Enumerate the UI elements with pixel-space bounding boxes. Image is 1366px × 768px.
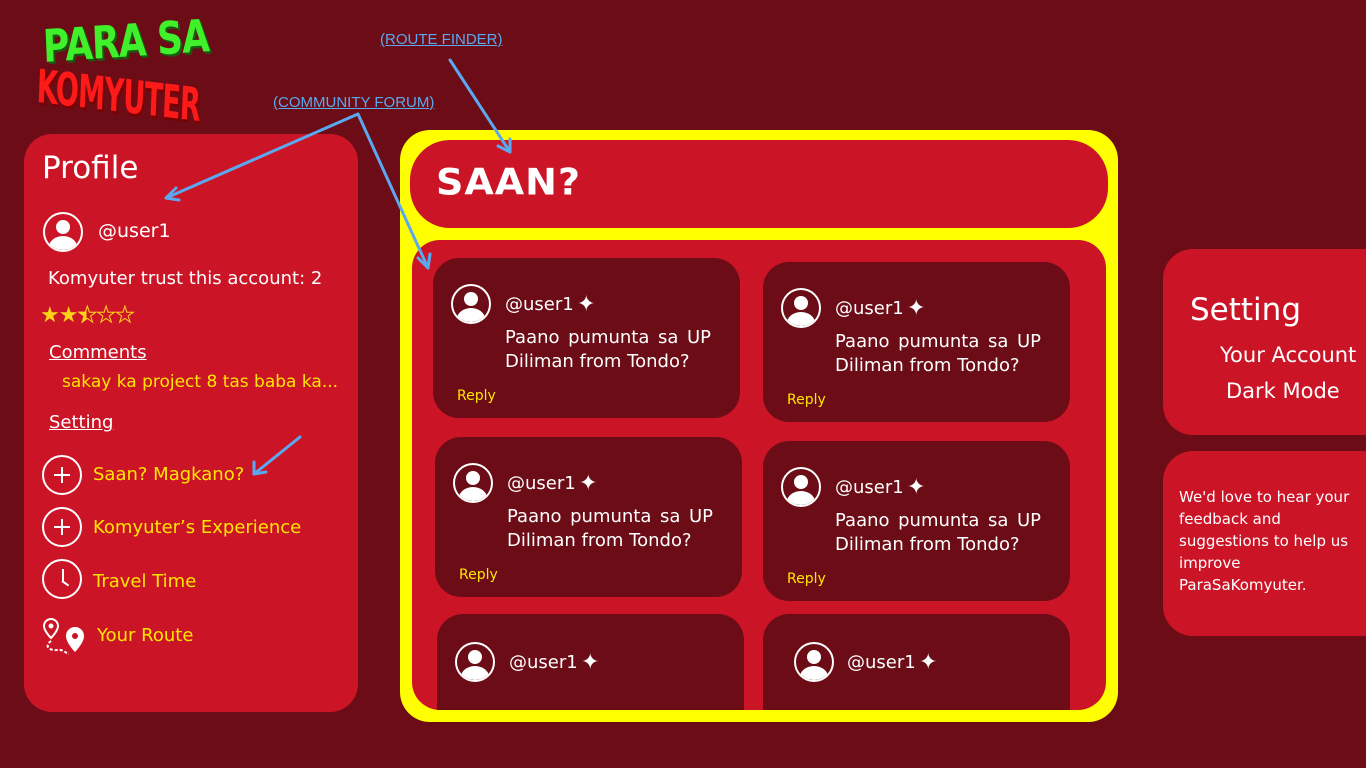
logo-line-2: KOMYUTER: [35, 60, 202, 134]
forum-post[interactable]: @user1 ✦ Paano pumunta sa UP Diliman fro…: [763, 441, 1070, 601]
star-full-icon: ★: [58, 303, 79, 328]
settings-your-account[interactable]: Your Account: [1220, 343, 1357, 367]
post-question: Paano pumunta sa UP Diliman from Tondo?: [507, 506, 713, 551]
sparkle-icon: ✦: [579, 471, 598, 496]
forum-post[interactable]: @user1 ✦ Paano pumunta sa UP Diliman fro…: [433, 258, 740, 418]
sparkle-icon: ✦: [919, 650, 938, 675]
menu-your-route[interactable]: Your Route: [97, 625, 194, 646]
star-empty-icon: ★: [96, 303, 117, 329]
comment-preview[interactable]: sakay ka project 8 tas baba ka...: [62, 372, 339, 392]
forum-post[interactable]: @user1 ✦ Paano pumunta sa UP Diliman fro…: [763, 262, 1070, 422]
route-pin-icon[interactable]: [42, 617, 88, 657]
app-logo: PARA SA KOMYUTER: [36, 11, 210, 133]
clock-icon[interactable]: [42, 559, 82, 599]
comments-link[interactable]: Comments: [49, 342, 147, 363]
post-question: Paano pumunta sa UP Diliman from Tondo?: [835, 331, 1041, 376]
post-username[interactable]: @user1: [847, 652, 916, 673]
trust-rating-stars: ★★★★★: [40, 303, 135, 329]
menu-komyuter-experience[interactable]: Komyuter’s Experience: [93, 517, 302, 538]
sparkle-icon: ✦: [581, 650, 600, 675]
user-avatar-icon[interactable]: [794, 642, 834, 682]
forum-post[interactable]: @user1 ✦: [763, 614, 1070, 710]
user-avatar-icon[interactable]: [453, 463, 493, 503]
feedback-panel[interactable]: [1163, 451, 1366, 636]
menu-travel-time[interactable]: Travel Time: [93, 571, 197, 592]
settings-dark-mode[interactable]: Dark Mode: [1226, 379, 1340, 403]
profile-username: @user1: [98, 220, 171, 242]
sparkle-icon: ✦: [907, 475, 926, 500]
reply-button[interactable]: Reply: [787, 392, 826, 408]
community-forum-annotation: (COMMUNITY FORUM): [273, 94, 435, 111]
post-username[interactable]: @user1: [507, 473, 576, 494]
route-finder-annotation: (ROUTE FINDER): [380, 31, 503, 48]
user-avatar-icon[interactable]: [455, 642, 495, 682]
forum-posts-area[interactable]: @user1 ✦ Paano pumunta sa UP Diliman fro…: [412, 240, 1106, 710]
trust-count: Komyuter trust this account: 2: [48, 268, 323, 289]
reply-button[interactable]: Reply: [459, 567, 498, 583]
forum-title: SAAN?: [436, 161, 582, 203]
profile-title: Profile: [42, 150, 139, 186]
post-username[interactable]: @user1: [835, 477, 904, 498]
forum-post[interactable]: @user1 ✦ Paano pumunta sa UP Diliman fro…: [435, 437, 742, 597]
user-avatar-icon[interactable]: [781, 288, 821, 328]
user-avatar-icon[interactable]: [451, 284, 491, 324]
forum-post[interactable]: @user1 ✦: [437, 614, 744, 710]
plus-circle-icon[interactable]: [42, 455, 82, 495]
profile-setting-link[interactable]: Setting: [49, 412, 114, 433]
settings-title: Setting: [1190, 292, 1301, 328]
profile-avatar-icon[interactable]: [43, 212, 83, 252]
reply-button[interactable]: Reply: [457, 388, 496, 404]
sparkle-icon: ✦: [577, 292, 596, 317]
sparkle-icon: ✦: [907, 296, 926, 321]
user-avatar-icon[interactable]: [781, 467, 821, 507]
forum-header: [410, 140, 1108, 228]
post-username[interactable]: @user1: [835, 298, 904, 319]
settings-panel: [1163, 249, 1366, 435]
plus-circle-icon[interactable]: [42, 507, 82, 547]
feedback-message: We'd love to hear your feedback and sugg…: [1179, 488, 1350, 594]
star-half-icon: ★: [77, 303, 98, 329]
post-username[interactable]: @user1: [509, 652, 578, 673]
star-empty-icon: ★: [114, 303, 135, 329]
reply-button[interactable]: Reply: [787, 571, 826, 587]
post-username[interactable]: @user1: [505, 294, 574, 315]
menu-saan-magkano[interactable]: Saan? Magkano?: [93, 464, 245, 485]
post-question: Paano pumunta sa UP Diliman from Tondo?: [835, 510, 1041, 555]
post-question: Paano pumunta sa UP Diliman from Tondo?: [505, 327, 711, 372]
star-full-icon: ★: [40, 303, 60, 328]
